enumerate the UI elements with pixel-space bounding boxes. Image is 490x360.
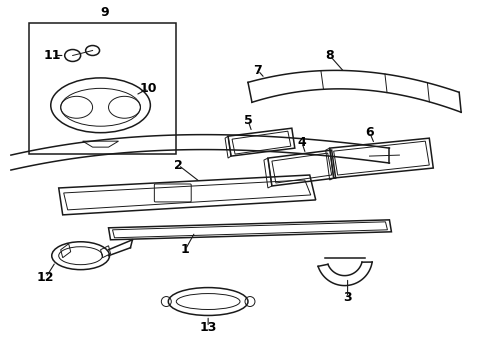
Bar: [29, 23, 176, 154]
Text: 4: 4: [297, 136, 306, 149]
Text: 1: 1: [181, 243, 190, 256]
Text: 9: 9: [100, 6, 109, 19]
Text: 13: 13: [199, 321, 217, 334]
Text: 11: 11: [44, 49, 61, 62]
Text: 7: 7: [253, 64, 262, 77]
Text: 10: 10: [140, 82, 157, 95]
Text: 8: 8: [325, 49, 334, 62]
Text: 5: 5: [244, 114, 252, 127]
Text: 12: 12: [37, 271, 54, 284]
Text: 3: 3: [343, 291, 352, 304]
Text: 2: 2: [174, 158, 183, 172]
Text: 6: 6: [365, 126, 374, 139]
